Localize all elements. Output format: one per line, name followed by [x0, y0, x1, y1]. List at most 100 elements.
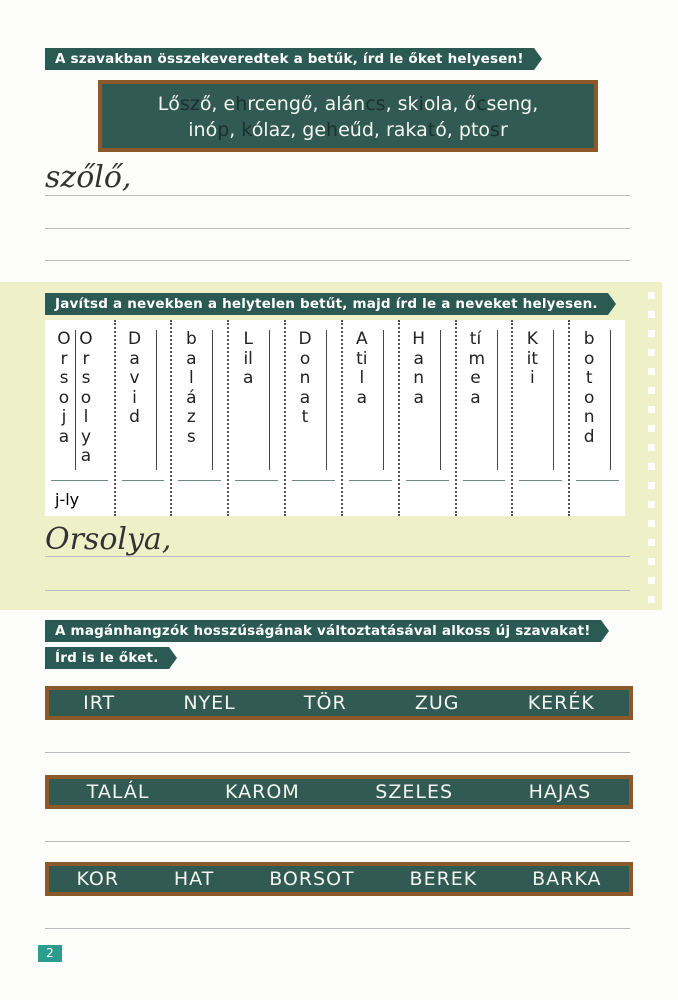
divider-line	[269, 330, 271, 470]
name-column: tímea	[457, 320, 514, 516]
task3-instruction: A magánhangzók hosszúságának változtatás…	[45, 620, 609, 642]
answer-line[interactable]	[519, 480, 563, 481]
divider-line	[212, 330, 214, 470]
word-text: ,	[229, 119, 242, 141]
swapped-letters: s	[490, 119, 500, 141]
swapped-letters: t	[427, 119, 436, 141]
answer-line[interactable]	[348, 480, 392, 481]
swapped-letters: c	[476, 93, 487, 115]
swapped-letters: h	[235, 93, 248, 115]
handwritten-example: szőlő,	[45, 160, 132, 195]
word-text: inó	[188, 119, 218, 141]
handwritten-example: Orsolya,	[45, 522, 172, 557]
word-text: Lő	[157, 93, 180, 115]
perforation-hole	[648, 520, 655, 527]
swapped-letters: p	[217, 119, 230, 141]
writing-line[interactable]	[45, 752, 630, 753]
divider-line	[610, 330, 612, 470]
perforation-hole	[648, 501, 655, 508]
name-column: David	[116, 320, 173, 516]
name-column: Hana	[400, 320, 457, 516]
writing-line[interactable]	[45, 260, 630, 261]
perforation-hole	[648, 425, 655, 432]
scrambled-line-2: inóp, kólaz, geheűd, rakató, ptosr	[102, 117, 594, 143]
vertical-name: Orsolya	[79, 329, 93, 466]
word: BEREK	[409, 868, 478, 890]
word-text: rcengő, alán	[247, 93, 366, 115]
vertical-name: Donat	[298, 329, 312, 427]
answer-line[interactable]	[178, 480, 222, 481]
answer-line[interactable]	[462, 480, 506, 481]
perforation-hole	[648, 482, 655, 489]
word-text: r	[499, 119, 508, 141]
writing-line[interactable]	[45, 556, 630, 557]
swapped-letters: cs	[365, 93, 386, 115]
answer-line[interactable]	[51, 480, 108, 481]
divider-line	[496, 330, 498, 470]
answer-line[interactable]	[405, 480, 449, 481]
perforation-hole	[648, 311, 655, 318]
word-text: seng,	[486, 93, 539, 115]
writing-line[interactable]	[45, 195, 630, 196]
perforation-hole	[648, 444, 655, 451]
answer-line[interactable]	[121, 480, 165, 481]
name-column: Orsoja Orsolya j-ly	[45, 320, 116, 516]
chalkboard-words: KOR HAT BORSOT BEREK BARKA	[45, 862, 633, 896]
vertical-name: balázs	[185, 329, 197, 447]
perforation-hole	[648, 387, 655, 394]
vertical-name: Kiti	[526, 329, 539, 388]
scrambled-line-1: Lősző, ehrcengő, aláncs, skiola, őcseng,	[102, 91, 594, 117]
word: HAJAS	[528, 781, 592, 803]
divider-line	[382, 330, 384, 470]
perforation-hole	[648, 577, 655, 584]
word-text: ó, pto	[435, 119, 491, 141]
answer-line[interactable]	[292, 480, 335, 481]
word: KERÉK	[527, 692, 595, 714]
writing-line[interactable]	[45, 928, 630, 929]
word: TALÁL	[86, 781, 150, 803]
writing-line[interactable]	[45, 841, 630, 842]
divider-line	[553, 330, 555, 470]
vertical-name: botond	[583, 329, 595, 447]
answer-line[interactable]	[576, 480, 619, 481]
chalkboard-words: TALÁL KAROM SZELES HAJAS	[45, 775, 633, 809]
perforation-hole	[648, 292, 655, 299]
names-table: Orsoja Orsolya j-ly David balázs Lila Donat Ati…	[45, 320, 625, 516]
chalkboard-scrambled-words: Lősző, ehrcengő, aláncs, skiola, őcseng,…	[98, 80, 598, 152]
divider-line	[439, 330, 441, 470]
word: BARKA	[532, 868, 602, 890]
swapped-letters: i	[418, 93, 424, 115]
chalkboard-words: IRT NYEL TÖR ZUG KERÉK	[45, 686, 633, 720]
swapped-letters: h	[326, 119, 339, 141]
name-column: Lila	[229, 320, 287, 516]
vertical-name: Hana	[412, 329, 426, 408]
task2-instruction: Javítsd a nevekben a helytelen betűt, ma…	[45, 293, 616, 315]
name-column: Donat	[286, 320, 343, 516]
name-column: Atila	[343, 320, 400, 516]
vertical-name: tímea	[468, 329, 486, 408]
word: TÖR	[303, 692, 347, 714]
word: KOR	[76, 868, 120, 890]
vertical-name: Orsoja	[57, 329, 71, 447]
swapped-letters: k	[241, 119, 252, 141]
correction-note: j-ly	[55, 490, 80, 509]
word: IRT	[83, 692, 116, 714]
word: KAROM	[225, 781, 300, 803]
vertical-name: Lila	[242, 329, 254, 388]
divider-line	[155, 330, 157, 470]
divider-line	[326, 330, 328, 470]
word: BORSOT	[269, 868, 355, 890]
answer-line[interactable]	[235, 480, 279, 481]
name-column: balázs	[172, 320, 230, 516]
task3-instruction-2: Írd is le őket.	[45, 647, 177, 669]
writing-line[interactable]	[45, 228, 630, 229]
writing-line[interactable]	[45, 590, 630, 591]
perforation-hole	[648, 596, 655, 603]
perforation-hole	[648, 558, 655, 565]
word-text: ólaz, ge	[251, 119, 327, 141]
perforation-hole	[648, 463, 655, 470]
perforation-hole	[648, 349, 655, 356]
vertical-name: David	[127, 329, 142, 427]
name-column: Kiti	[513, 320, 571, 516]
word-text: ola, ő	[423, 93, 477, 115]
